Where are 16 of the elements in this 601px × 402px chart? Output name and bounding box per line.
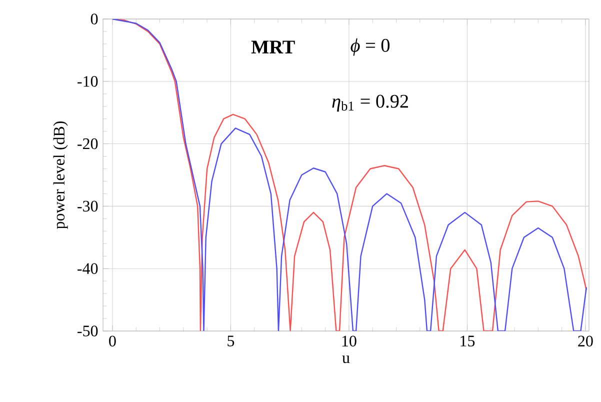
- y-tick-label: -30: [78, 200, 98, 212]
- annotation: MRT: [251, 40, 295, 54]
- x-axis-title: u: [342, 356, 350, 364]
- y-tick-label: -10: [78, 76, 98, 87]
- y-tick-label: -40: [78, 263, 98, 274]
- x-tick-label: 5: [228, 336, 234, 346]
- y-tick-label: 0: [90, 14, 98, 24]
- x-tick-label: 10: [342, 336, 356, 346]
- x-tick-label: 20: [578, 336, 593, 346]
- x-tick-label: 15: [460, 336, 475, 346]
- annotation: ϕ = 0: [350, 38, 390, 56]
- y-axis-title: power level (dB): [53, 121, 68, 229]
- x-tick-label: 0: [109, 336, 116, 346]
- annotation: η$_{b1}$ = 0.92: [332, 94, 408, 112]
- y-tick-label: -20: [78, 138, 98, 150]
- y-tick-label: -50: [78, 326, 98, 336]
